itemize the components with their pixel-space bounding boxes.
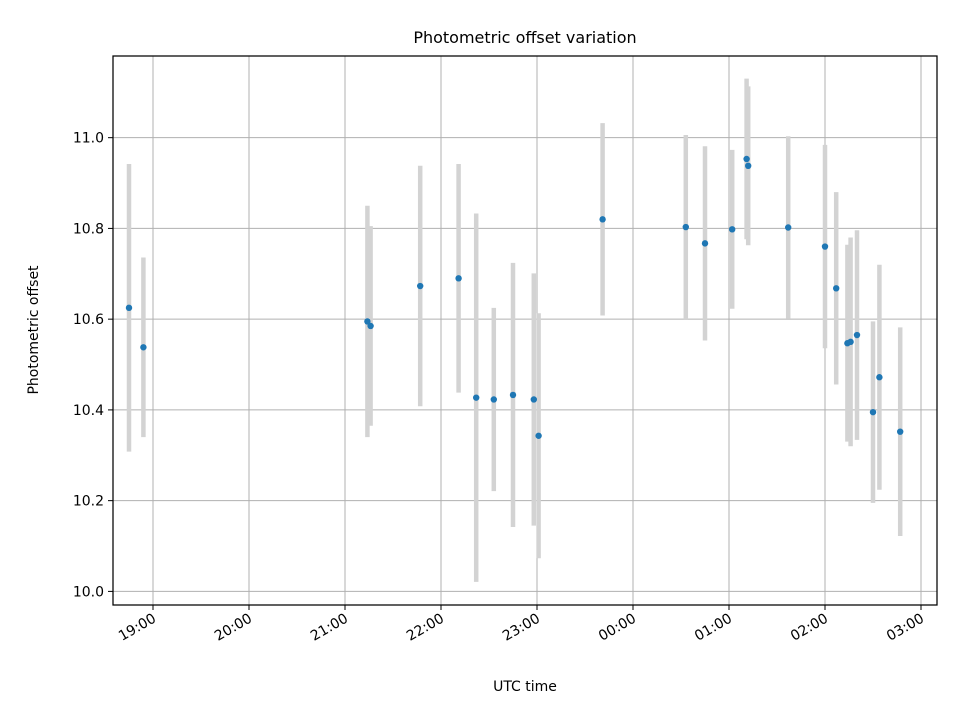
data-point (876, 374, 883, 381)
data-point (785, 224, 792, 231)
axis-ticks: 10.0 10.2 10.4 10.6 10.8 11.0 19:00 20:00 21:00 2… (73, 131, 927, 645)
x-tick-label: 20:00 (212, 611, 255, 645)
x-tick-label: 00:00 (596, 611, 639, 645)
data-points (125, 155, 904, 439)
data-point (473, 394, 480, 401)
data-point (364, 318, 371, 325)
data-point (367, 322, 374, 330)
data-point (455, 275, 462, 282)
x-tick-label: 19:00 (116, 611, 159, 645)
data-point (125, 304, 133, 312)
data-point (530, 396, 537, 403)
data-point (417, 282, 424, 290)
y-tick-label: 10.6 (73, 312, 104, 328)
x-tick-label: 02:00 (788, 611, 831, 645)
data-point (821, 243, 829, 250)
y-tick-label: 11.0 (73, 131, 104, 147)
data-point (833, 285, 840, 292)
error-bars (126, 78, 903, 582)
data-point (509, 391, 517, 399)
data-point (745, 162, 752, 169)
data-point (599, 216, 606, 223)
data-point (701, 240, 709, 247)
y-tick-label: 10.8 (73, 221, 104, 237)
data-point (869, 408, 877, 416)
data-point (729, 226, 736, 233)
plot-frame (112, 55, 938, 606)
data-point (853, 331, 861, 339)
data-point (140, 344, 147, 351)
x-axis-label: UTC time (493, 679, 557, 695)
data-point (682, 223, 689, 231)
data-point (743, 155, 750, 163)
x-tick-label: 22:00 (404, 611, 447, 645)
y-tick-label: 10.4 (73, 403, 104, 419)
data-point (490, 396, 497, 403)
x-tick-label: 23:00 (500, 611, 543, 645)
chart-title: Photometric offset variation (413, 28, 636, 47)
x-tick-label: 21:00 (308, 611, 351, 645)
data-point (535, 432, 542, 439)
x-tick-label: 03:00 (884, 611, 927, 645)
y-axis-label: Photometric offset (26, 265, 42, 395)
y-tick-label: 10.2 (73, 494, 104, 510)
y-tick-label: 10.0 (73, 584, 104, 600)
data-point (847, 338, 854, 346)
x-tick-label: 01:00 (692, 611, 735, 645)
data-point (897, 428, 904, 435)
grid (113, 56, 937, 605)
